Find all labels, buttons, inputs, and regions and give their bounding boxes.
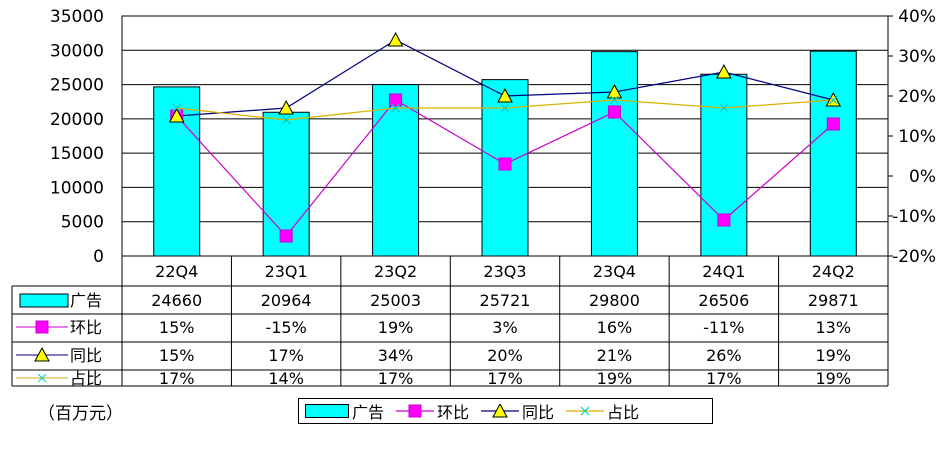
table-cell-qoq-24q2: 13% <box>816 318 852 337</box>
table-cell-share-24q1: 17% <box>706 369 742 388</box>
table-cell-qoq-23q2: 19% <box>378 318 414 337</box>
marker-yoy-23q4 <box>606 83 623 99</box>
y-left-tick-label: 5000 <box>61 213 104 233</box>
legend-item-yoy: 同比 <box>481 399 554 423</box>
x-tick-label-23q3: 23Q3 <box>483 262 526 281</box>
table-cell-ad-22q4: 24660 <box>151 291 202 310</box>
x-tick-label-23q4: 23Q4 <box>593 262 636 281</box>
legend-label-ad: 广告 <box>352 403 385 422</box>
table-cell-ad-23q4: 29800 <box>589 291 640 310</box>
marker-qoq-24q1 <box>717 213 731 227</box>
marker-qoq-23q4 <box>607 105 621 119</box>
table-cell-ad-24q1: 26506 <box>698 291 749 310</box>
marker-qoq-23q2 <box>389 93 403 107</box>
marker-share-23q1 <box>281 115 291 125</box>
table-cell-qoq-22q4: 15% <box>159 318 195 337</box>
marker-share-24q1 <box>719 103 729 113</box>
bar-23q2 <box>372 84 420 257</box>
table-cell-yoy-23q3: 20% <box>487 346 523 365</box>
marker-yoy-23q2 <box>387 31 404 47</box>
legend-swatch-share <box>566 404 605 418</box>
bar-23q4 <box>590 51 638 257</box>
table-key-qoq-marker <box>35 320 49 334</box>
y-left-tick-label: 20000 <box>50 110 104 130</box>
x-tick-label-24q1: 24Q1 <box>702 262 745 281</box>
legend-item-ad: 广告 <box>305 399 384 423</box>
marker-share-23q4 <box>610 95 619 105</box>
marker-qoq-23q1 <box>279 229 293 243</box>
table-key-share-marker <box>37 373 47 383</box>
table-cell-yoy-23q4: 21% <box>597 346 633 365</box>
marker-yoy-24q1 <box>716 63 732 79</box>
marker-share-24q2 <box>828 95 838 105</box>
y-right-tick-label: 30% <box>898 47 936 67</box>
bar-24q1 <box>700 73 748 257</box>
unit-label: （百万元） <box>38 404 123 424</box>
table-cell-qoq-23q4: 16% <box>597 318 633 337</box>
y-left-tick-label: 0 <box>93 247 104 267</box>
bar-24q2 <box>809 50 857 257</box>
x-tick-label-22q4: 22Q4 <box>155 262 198 281</box>
table-cell-yoy-24q1: 26% <box>706 346 742 365</box>
y-right-tick-label: 40% <box>898 7 936 27</box>
legend-swatch-yoy <box>481 404 520 418</box>
x-tick-label-24q2: 24Q2 <box>812 262 855 281</box>
marker-qoq-24q2 <box>826 117 840 131</box>
marker-share-23q3 <box>500 103 510 113</box>
table-cell-yoy-22q4: 15% <box>159 346 195 365</box>
legend: 广告 环比 同比 占比 <box>298 398 713 424</box>
table-cell-share-23q4: 19% <box>597 369 633 388</box>
y-right-tick-label: 10% <box>898 127 936 147</box>
x-tick-label-23q1: 23Q1 <box>265 262 308 281</box>
marker-yoy-23q1 <box>278 99 294 115</box>
y-right-tick-label: 0% <box>909 167 936 187</box>
table-row-label-qoq: 环比 <box>70 318 102 337</box>
y-right-tick-label: -20% <box>892 247 936 267</box>
table-key-ad <box>19 293 69 308</box>
table-row-label-yoy: 同比 <box>70 346 102 365</box>
marker-share-23q2 <box>391 103 400 113</box>
marker-yoy-23q3 <box>497 87 513 103</box>
table-key-yoy-marker <box>34 346 50 362</box>
table-cell-qoq-24q1: -11% <box>703 318 744 337</box>
table-cell-ad-23q3: 25721 <box>480 291 531 310</box>
table-cell-share-23q1: 14% <box>268 369 304 388</box>
x-tick-label-23q2: 23Q2 <box>374 262 417 281</box>
legend-item-share: 占比 <box>566 399 639 423</box>
table-cell-yoy-24q2: 19% <box>816 346 852 365</box>
table-cell-ad-23q2: 25003 <box>370 291 421 310</box>
table-cell-ad-23q1: 20964 <box>261 291 312 310</box>
y-right-tick-label: -10% <box>892 207 936 227</box>
y-left-tick-label: 15000 <box>50 144 104 164</box>
table-row-label-ad: 广告 <box>70 291 102 310</box>
y-left-tick-label: 25000 <box>50 76 104 96</box>
legend-item-qoq: 环比 <box>396 399 469 423</box>
y-right-tick-label: 20% <box>898 87 936 107</box>
table-cell-qoq-23q3: 3% <box>492 318 517 337</box>
table-cell-share-23q3: 17% <box>487 369 523 388</box>
marker-share-22q4 <box>172 103 182 113</box>
y-left-tick-label: 10000 <box>50 178 104 198</box>
table-row-label-share: 占比 <box>70 369 102 388</box>
legend-label-qoq: 环比 <box>437 403 470 422</box>
legend-label-share: 占比 <box>607 403 640 422</box>
table-cell-share-24q2: 19% <box>816 369 852 388</box>
table-cell-ad-24q2: 29871 <box>808 291 859 310</box>
marker-yoy-22q4 <box>168 107 185 123</box>
table-cell-share-22q4: 17% <box>159 369 195 388</box>
marker-qoq-23q3 <box>498 157 512 171</box>
legend-swatch-qoq <box>396 404 435 418</box>
table-cell-yoy-23q2: 34% <box>378 346 414 365</box>
y-left-tick-label: 35000 <box>50 7 104 27</box>
table-cell-yoy-23q1: 17% <box>268 346 304 365</box>
y-left-tick-label: 30000 <box>50 41 104 61</box>
table-cell-qoq-23q1: -15% <box>265 318 306 337</box>
legend-swatch-ad <box>305 404 349 418</box>
legend-label-yoy: 同比 <box>522 403 555 422</box>
table-cell-share-23q2: 17% <box>378 369 414 388</box>
